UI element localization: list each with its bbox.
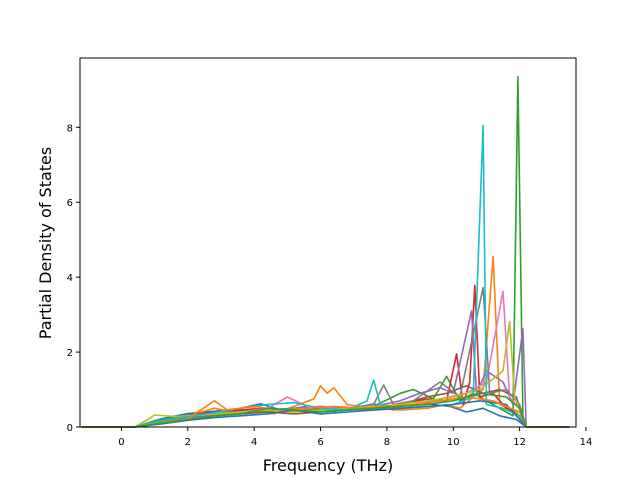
series-line-10 bbox=[81, 124, 570, 428]
series-line-2 bbox=[81, 255, 570, 428]
y-tick-label: 6 bbox=[67, 198, 73, 209]
x-tick-label: 12 bbox=[513, 437, 526, 448]
x-tick-label: 10 bbox=[447, 437, 460, 448]
x-axis-ticks: 0 2 4 6 8 10 12 14 bbox=[118, 427, 592, 448]
x-tick-label: 8 bbox=[384, 437, 390, 448]
x-tick-label: 4 bbox=[251, 437, 257, 448]
x-tick-label: 0 bbox=[118, 437, 124, 448]
series-line-13 bbox=[81, 392, 570, 428]
y-tick-label: 8 bbox=[67, 123, 73, 134]
series-layer bbox=[81, 75, 570, 428]
y-axis-label: Partial Density of States bbox=[36, 147, 55, 339]
y-tick-label: 2 bbox=[67, 348, 73, 359]
y-tick-label: 0 bbox=[67, 423, 73, 434]
x-axis-label: Frequency (THz) bbox=[263, 456, 393, 475]
x-tick-label: 14 bbox=[580, 437, 593, 448]
y-axis-ticks: 0 2 4 6 8 bbox=[67, 123, 80, 434]
series-line-8 bbox=[81, 286, 570, 428]
series-line-3 bbox=[81, 75, 570, 428]
x-tick-label: 2 bbox=[185, 437, 191, 448]
x-tick-label: 6 bbox=[317, 437, 323, 448]
plot-frame bbox=[79, 57, 577, 428]
y-tick-label: 4 bbox=[67, 273, 73, 284]
